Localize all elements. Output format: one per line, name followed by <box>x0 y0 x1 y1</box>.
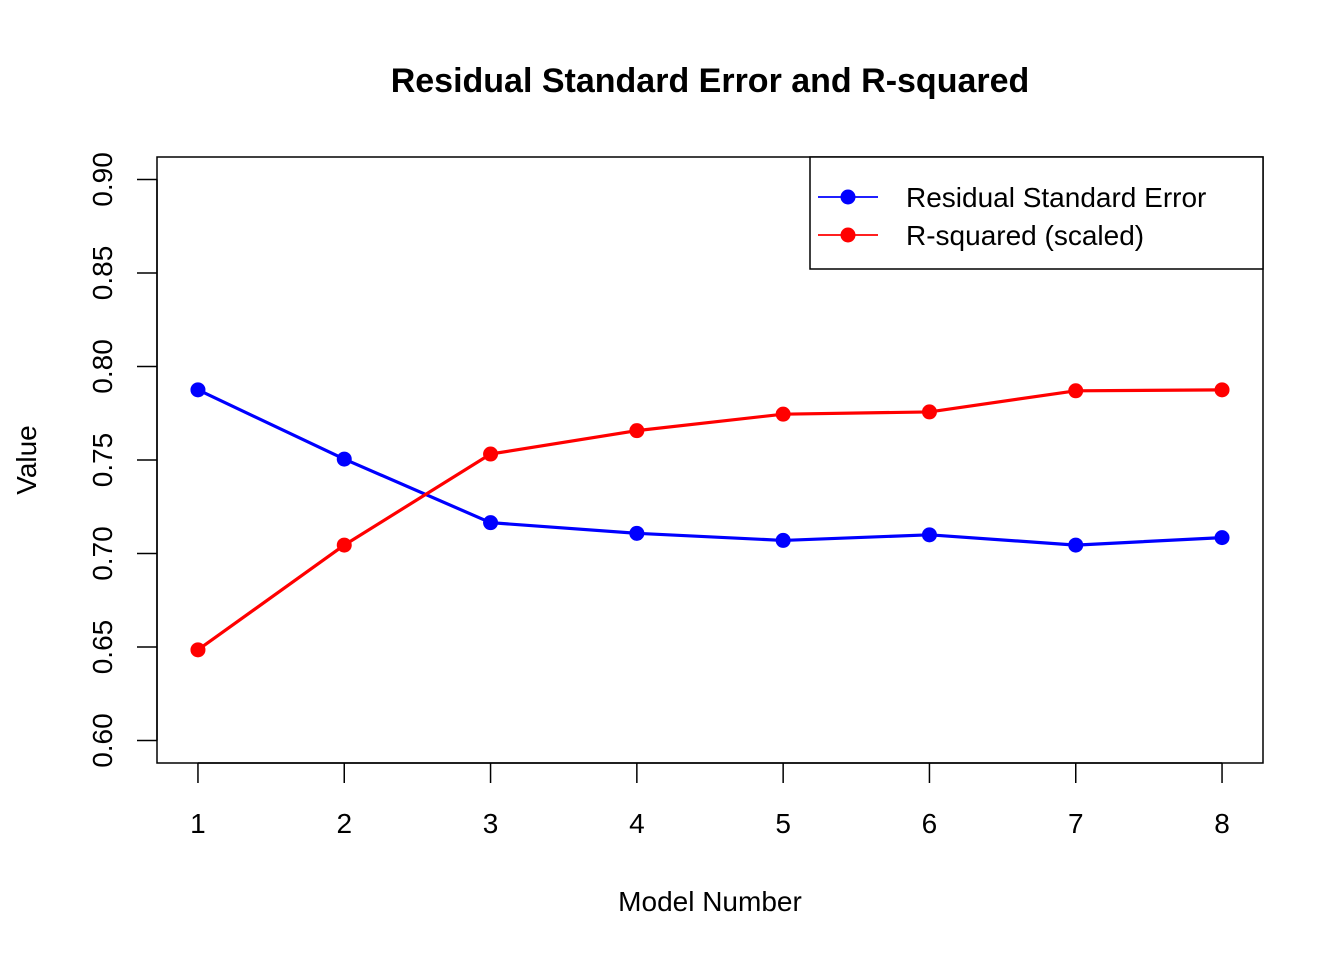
data-point <box>921 527 937 543</box>
data-point <box>629 525 645 541</box>
x-tick-label: 5 <box>775 808 791 839</box>
legend-point-swatch <box>840 227 856 243</box>
legend-label: R-squared (scaled) <box>906 220 1144 251</box>
y-tick-label: 0.80 <box>87 339 118 394</box>
legend: Residual Standard Error R-squared (scaled… <box>809 156 1264 270</box>
series-0 <box>190 382 1230 553</box>
data-point <box>1214 530 1230 546</box>
x-tick-label: 6 <box>922 808 938 839</box>
y-tick-label: 0.70 <box>87 526 118 581</box>
legend-label: Residual Standard Error <box>906 182 1206 213</box>
series-line <box>197 388 1223 652</box>
x-tick-label: 3 <box>483 808 499 839</box>
x-tick-label: 7 <box>1068 808 1084 839</box>
legend-point-swatch <box>840 189 856 205</box>
legend-box <box>809 156 1264 270</box>
y-tick-label: 0.60 <box>87 713 118 768</box>
data-point <box>775 406 791 422</box>
y-tick-label: 0.85 <box>87 246 118 301</box>
x-tick-label: 4 <box>629 808 645 839</box>
y-tick-label: 0.90 <box>87 152 118 207</box>
x-axis-label: Model Number <box>618 886 802 917</box>
data-point <box>629 423 645 439</box>
y-axis-label: Value <box>11 425 42 495</box>
data-point <box>775 532 791 548</box>
x-tick-label: 8 <box>1214 808 1230 839</box>
chart-title: Residual Standard Error and R-squared <box>391 62 1030 100</box>
data-point <box>336 537 352 553</box>
data-point <box>483 515 499 531</box>
data-point <box>336 451 352 467</box>
series-layer <box>190 382 1230 658</box>
data-point <box>1068 537 1084 553</box>
data-point <box>1068 383 1084 399</box>
data-point <box>190 382 206 398</box>
y-tick-label: 0.65 <box>87 620 118 675</box>
y-axis: 0.60 0.65 0.70 0.75 0.80 0.85 0.90 <box>87 152 158 768</box>
x-tick-label: 2 <box>336 808 352 839</box>
y-tick-label: 0.75 <box>87 433 118 488</box>
series-1 <box>190 382 1230 658</box>
data-point <box>483 446 499 462</box>
legend-item: Residual Standard Error <box>818 182 1206 213</box>
series-line <box>197 388 1223 547</box>
legend-item: R-squared (scaled) <box>818 220 1144 251</box>
x-axis: 1 2 3 4 5 6 7 8 <box>190 762 1230 839</box>
data-point <box>190 642 206 658</box>
data-point <box>1214 382 1230 398</box>
x-tick-label: 1 <box>190 808 206 839</box>
data-point <box>921 404 937 420</box>
